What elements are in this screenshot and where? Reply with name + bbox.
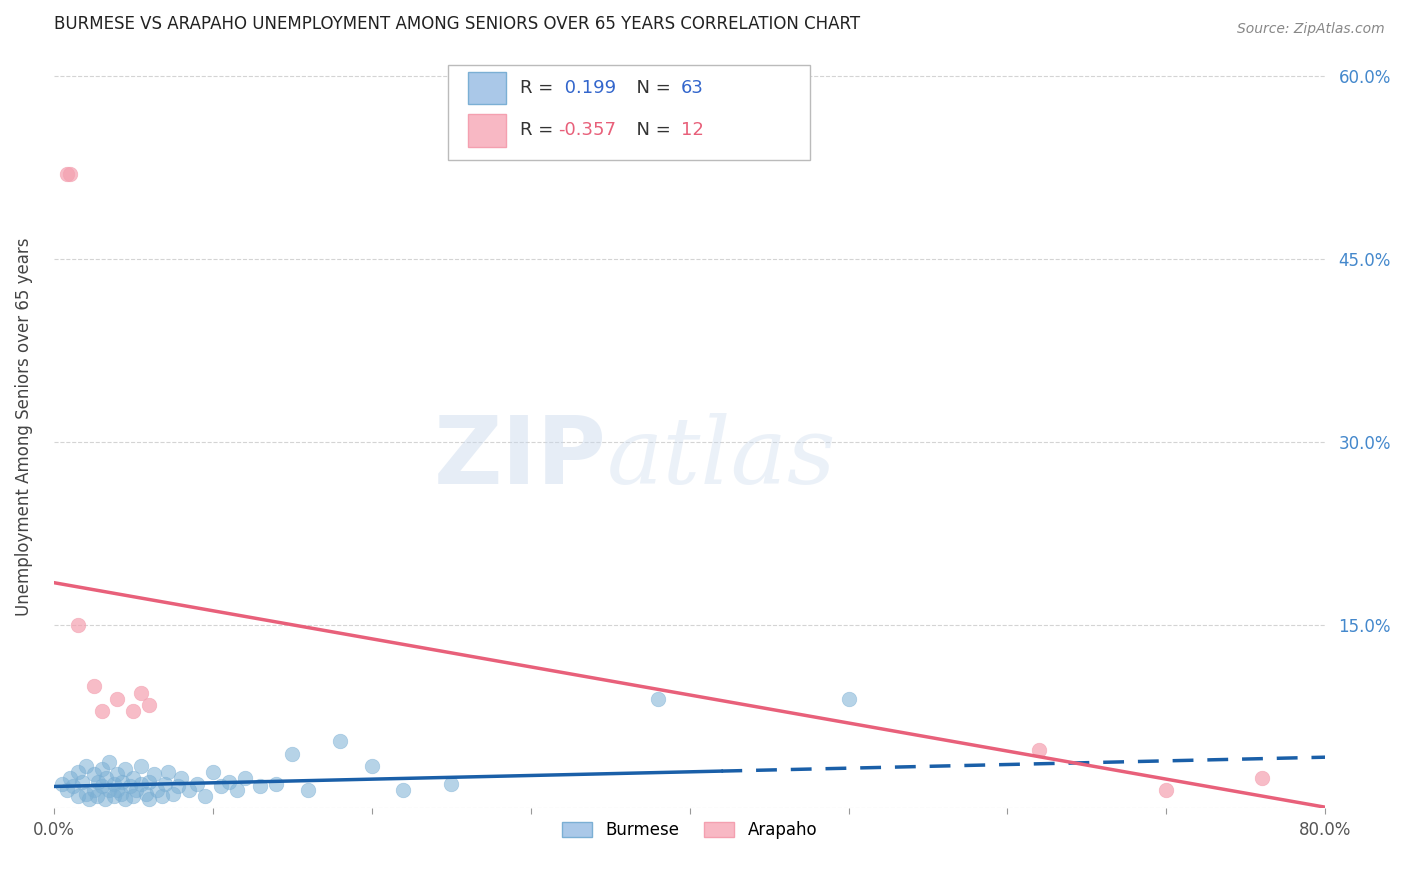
Text: 63: 63 — [681, 79, 703, 97]
Text: -0.357: -0.357 — [558, 121, 617, 139]
FancyBboxPatch shape — [468, 114, 506, 146]
Text: 0.199: 0.199 — [558, 79, 616, 97]
Point — [122, 771, 145, 785]
FancyBboxPatch shape — [468, 72, 506, 104]
Point — [297, 783, 319, 797]
Point — [62, 780, 84, 794]
Legend: Burmese, Arapaho: Burmese, Arapaho — [555, 814, 824, 846]
Point — [90, 704, 112, 718]
Point — [138, 791, 160, 805]
Point — [218, 774, 240, 789]
Text: N =: N = — [624, 79, 676, 97]
Text: R =: R = — [520, 121, 560, 139]
Point — [166, 780, 188, 794]
Point — [59, 771, 82, 785]
Point — [86, 789, 108, 804]
Point — [51, 777, 73, 791]
Point — [153, 777, 176, 791]
Point — [177, 783, 200, 797]
Point — [83, 680, 105, 694]
Point — [87, 774, 110, 789]
Point — [83, 783, 105, 797]
Point — [201, 764, 224, 779]
Y-axis label: Unemployment Among Seniors over 65 years: Unemployment Among Seniors over 65 years — [15, 238, 32, 616]
Point — [111, 774, 134, 789]
Point — [107, 783, 129, 797]
Point — [150, 789, 173, 804]
Point — [249, 780, 271, 794]
Point — [143, 767, 166, 781]
Point — [186, 777, 208, 791]
Point — [129, 758, 152, 772]
Point — [103, 777, 125, 791]
Point — [122, 704, 145, 718]
Point — [90, 780, 112, 794]
Point — [55, 783, 77, 797]
Point — [107, 691, 129, 706]
Text: 12: 12 — [681, 121, 703, 139]
Point — [1250, 771, 1272, 785]
Point — [170, 771, 193, 785]
Point — [77, 791, 100, 805]
Point — [225, 783, 247, 797]
Point — [647, 691, 669, 706]
Point — [96, 771, 118, 785]
Text: N =: N = — [624, 121, 676, 139]
Point — [55, 167, 77, 181]
Text: atlas: atlas — [607, 413, 837, 502]
Point — [162, 787, 184, 801]
Point — [1156, 783, 1178, 797]
Point — [157, 764, 180, 779]
Point — [72, 774, 94, 789]
Point — [114, 763, 136, 777]
Point — [146, 783, 169, 797]
Point — [59, 167, 82, 181]
Point — [129, 777, 152, 791]
Point — [392, 783, 415, 797]
Point — [129, 685, 152, 699]
Point — [125, 783, 148, 797]
Text: R =: R = — [520, 79, 560, 97]
Point — [75, 758, 97, 772]
Point — [66, 764, 89, 779]
Point — [114, 791, 136, 805]
Point — [360, 758, 382, 772]
Point — [122, 789, 145, 804]
Point — [329, 734, 352, 748]
Point — [194, 789, 217, 804]
Point — [90, 763, 112, 777]
Point — [107, 767, 129, 781]
Point — [98, 783, 121, 797]
FancyBboxPatch shape — [449, 65, 810, 160]
Point — [138, 774, 160, 789]
Point — [83, 767, 105, 781]
Point — [138, 698, 160, 712]
Point — [110, 787, 132, 801]
Point — [837, 691, 859, 706]
Point — [440, 777, 463, 791]
Point — [120, 780, 142, 794]
Point — [66, 789, 89, 804]
Text: BURMESE VS ARAPAHO UNEMPLOYMENT AMONG SENIORS OVER 65 YEARS CORRELATION CHART: BURMESE VS ARAPAHO UNEMPLOYMENT AMONG SE… — [53, 15, 860, 33]
Point — [135, 787, 157, 801]
Text: ZIP: ZIP — [434, 411, 607, 504]
Point — [209, 780, 232, 794]
Point — [66, 618, 89, 632]
Point — [75, 787, 97, 801]
Text: Source: ZipAtlas.com: Source: ZipAtlas.com — [1237, 22, 1385, 37]
Point — [266, 777, 288, 791]
Point — [98, 755, 121, 769]
Point — [103, 789, 125, 804]
Point — [281, 747, 304, 761]
Point — [93, 791, 115, 805]
Point — [1028, 743, 1050, 757]
Point — [233, 771, 256, 785]
